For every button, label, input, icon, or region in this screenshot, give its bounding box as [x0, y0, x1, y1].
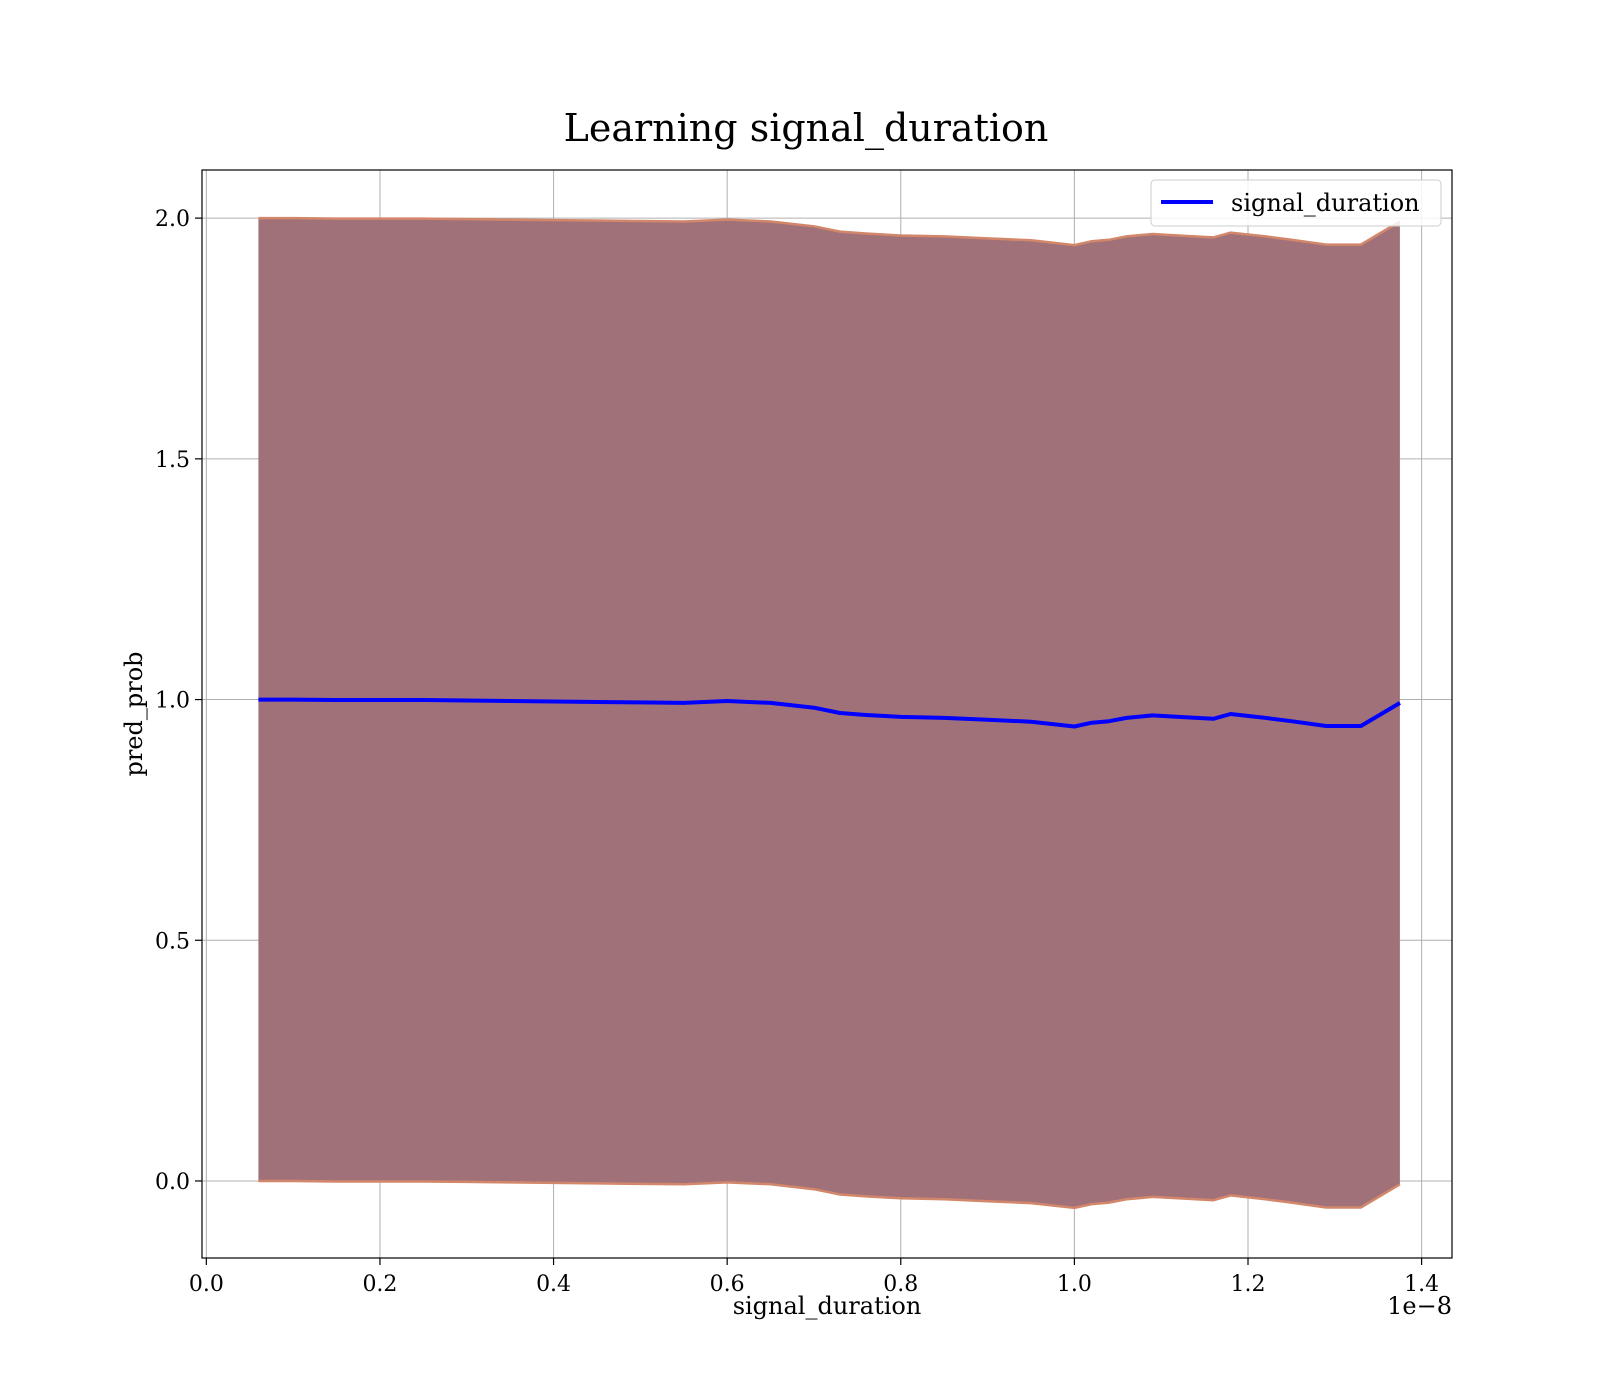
x-tick-label: 0.2 — [362, 1272, 397, 1297]
x-tick-label: 1.2 — [1231, 1272, 1266, 1297]
x-axis-offset-label: 1e−8 — [1387, 1292, 1452, 1320]
legend-box — [1150, 179, 1442, 227]
confidence-band — [258, 216, 1401, 1210]
x-axis-ticks: 0.0 0.2 0.4 0.6 0.8 1.0 1.2 1.4 — [189, 1258, 1439, 1297]
y-tick-label: 0.5 — [155, 929, 190, 954]
chart-title: Learning signal_duration — [564, 106, 1049, 151]
x-tick-label: 0.6 — [710, 1272, 745, 1297]
series-line-signal-duration — [258, 697, 1401, 729]
x-tick-label: 0.8 — [883, 1272, 918, 1297]
x-axis-label: signal_duration — [733, 1292, 922, 1320]
x-tick-label: 1.0 — [1057, 1272, 1092, 1297]
x-tick-label: 1.4 — [1404, 1272, 1439, 1297]
y-axis-label: pred_prob — [120, 651, 148, 776]
band-lower-edge — [258, 1179, 1401, 1210]
y-tick-label: 0.0 — [155, 1170, 190, 1195]
y-tick-label: 2.0 — [155, 207, 190, 232]
y-tick-label: 1.0 — [155, 689, 190, 714]
legend: signal_duration — [1150, 179, 1442, 227]
band-upper-edge — [258, 216, 1401, 247]
y-axis-ticks: 0.0 0.5 1.0 1.5 2.0 — [155, 207, 202, 1195]
plot-frame — [201, 169, 1453, 1259]
confidence-band-area — [258, 218, 1400, 1208]
series-lines — [258, 697, 1401, 729]
x-tick-label: 0.0 — [189, 1272, 224, 1297]
legend-label: signal_duration — [1231, 189, 1420, 217]
x-tick-label: 0.4 — [536, 1272, 571, 1297]
y-tick-label: 1.5 — [155, 448, 190, 473]
